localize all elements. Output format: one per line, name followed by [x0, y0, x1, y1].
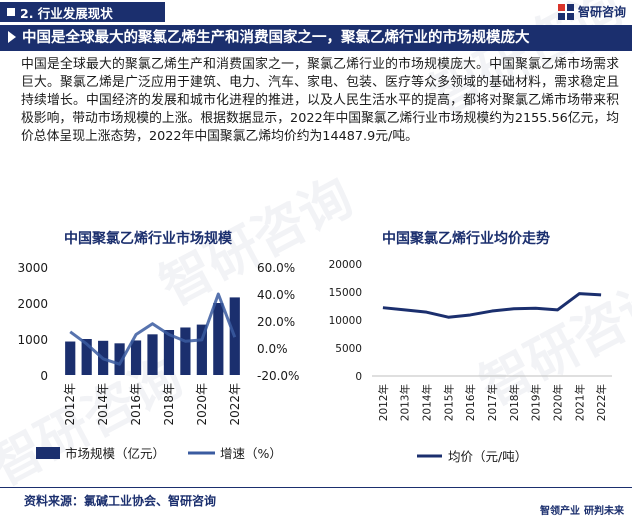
footer-brand: 智领产业 研判未来 — [540, 502, 624, 517]
x-tick-label: 2020年 — [551, 384, 564, 421]
brand: 智研咨询 — [557, 3, 626, 20]
y-tick-label: 0 — [355, 371, 362, 383]
footer-source: 资料来源：氯碱工业协会、智研咨询 — [24, 494, 217, 508]
market-size-bar — [65, 341, 76, 375]
x-tick-label: 2012年 — [63, 383, 77, 426]
x-tick-label: 2020年 — [195, 383, 209, 426]
y-right-tick-label: 60.0% — [257, 261, 295, 275]
y-right-tick-label: 40.0% — [257, 288, 295, 302]
x-tick-label: 2016年 — [129, 383, 143, 426]
x-tick-label: 2016年 — [464, 384, 477, 421]
market-size-bar — [180, 327, 191, 375]
average-price-chart: 20000 15000 10000 5000 0 2012年 2013年 2014年 2015年… — [329, 259, 612, 464]
market-size-bar — [81, 339, 92, 375]
y-tick-label: 10000 — [329, 315, 362, 327]
market-size-bar — [114, 343, 125, 375]
market-size-bar — [130, 340, 142, 375]
y-left-tick-label: 1000 — [17, 333, 48, 347]
headline-banner: 中国是全球最大的聚氯乙烯生产和消费国家之一，聚氯乙烯行业的市场规模庞大 — [0, 25, 632, 51]
triangle-marker-icon — [8, 31, 16, 43]
y-right-tick-label: -20.0% — [257, 369, 299, 383]
y-left-tick-label: 2000 — [17, 297, 48, 311]
y-tick-label: 15000 — [329, 287, 362, 299]
x-tick-label: 2014年 — [96, 383, 110, 426]
market-size-chart: 3000 2000 1000 0 60.0% 40.0% 20.0% 0.0% -20.0% 20… — [17, 261, 299, 461]
y-right-tick-label: 0.0% — [257, 342, 288, 356]
footer-brand-name: 智领产业 — [540, 506, 580, 517]
x-tick-label: 2018年 — [162, 383, 176, 426]
x-tick-label: 2019年 — [530, 384, 543, 421]
x-tick-label: 2015年 — [442, 384, 455, 421]
y-left-tick-label: 0 — [40, 369, 48, 383]
legend-line-label: 增速（%） — [220, 446, 282, 461]
section-tag: 2. 行业发展现状 — [0, 2, 165, 22]
brand-name: 智研咨询 — [577, 5, 626, 19]
body-paragraph: 中国是全球最大的聚氯乙烯生产和消费国家之一，聚氯乙烯行业的市场规模庞大。中国聚氯… — [21, 57, 619, 144]
market-size-bar — [213, 303, 224, 375]
legend-bar-swatch — [36, 447, 60, 459]
section-label: 2. 行业发展现状 — [20, 6, 113, 21]
square-icon — [7, 8, 15, 16]
x-tick-label: 2021年 — [573, 384, 586, 421]
x-tick-label: 2013年 — [399, 384, 412, 421]
headline-text: 中国是全球最大的聚氯乙烯生产和消费国家之一，聚氯乙烯行业的市场规模庞大 — [22, 30, 530, 46]
average-price-line — [382, 292, 602, 319]
x-tick-label: 2022年 — [228, 383, 242, 426]
market-size-bar — [147, 334, 158, 375]
footer-divider — [0, 487, 632, 488]
y-right-tick-label: 20.0% — [257, 315, 295, 329]
brand-logo-icon — [557, 3, 574, 20]
market-size-bar — [163, 330, 175, 375]
market-size-bar — [196, 324, 207, 375]
legend-line-label: 均价（元/吨） — [448, 449, 527, 464]
y-tick-label: 5000 — [335, 343, 362, 355]
top-bar: 2. 行业发展现状 智研咨询 — [0, 0, 632, 24]
y-left-tick-label: 3000 — [17, 261, 48, 275]
growth-line — [69, 292, 237, 366]
y-tick-label: 20000 — [329, 259, 362, 271]
x-tick-label: 2018年 — [508, 384, 521, 421]
footer-tagline: 研判未来 — [584, 506, 624, 517]
x-tick-label: 2022年 — [595, 384, 608, 421]
x-tick-label: 2017年 — [486, 384, 499, 421]
x-tick-label: 2014年 — [421, 384, 434, 421]
x-tick-label: 2012年 — [377, 384, 390, 421]
legend-bar-label: 市场规模（亿元） — [65, 446, 165, 461]
chart-title-market-size: 中国聚氯乙烯行业市场规模 — [64, 231, 232, 247]
chart-title-average-price: 中国聚氯乙烯行业均价走势 — [382, 231, 550, 247]
